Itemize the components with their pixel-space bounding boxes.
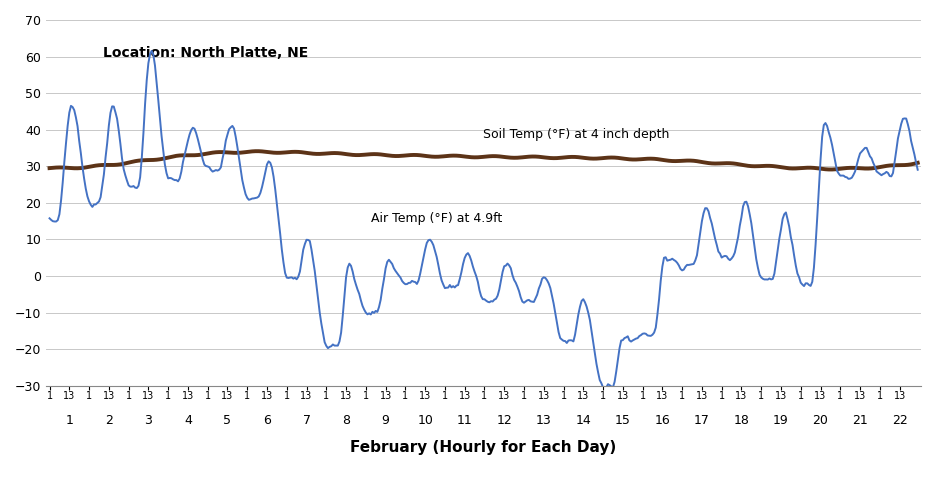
Text: Air Temp (°F) at 4.9ft: Air Temp (°F) at 4.9ft — [371, 212, 502, 225]
X-axis label: February (Hourly for Each Day): February (Hourly for Each Day) — [350, 441, 617, 455]
Text: Location: North Platte, NE: Location: North Platte, NE — [103, 46, 308, 60]
Text: Soil Temp (°F) at 4 inch depth: Soil Temp (°F) at 4 inch depth — [483, 128, 669, 141]
